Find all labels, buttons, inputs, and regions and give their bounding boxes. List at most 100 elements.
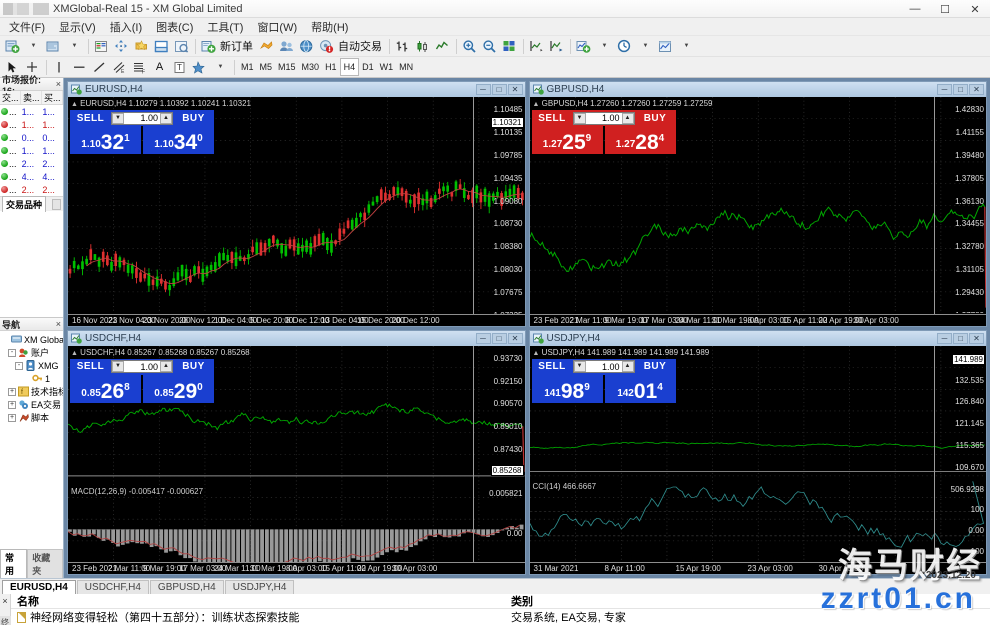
shapes-dropdown-icon[interactable]: ▼ — [217, 64, 224, 70]
templates-icon[interactable] — [656, 37, 675, 56]
minimize-button[interactable]: — — [909, 3, 921, 15]
menu-item-help[interactable]: 帮助(H) — [311, 21, 349, 34]
equidistant-channel-icon[interactable]: E — [110, 58, 129, 77]
collapse-icon[interactable]: ▲ — [532, 349, 540, 357]
tab-symbols[interactable]: 交易品种 — [2, 196, 47, 212]
navigator-item-0[interactable]: XM Global — [1, 333, 63, 346]
market-watch-close-icon[interactable]: × — [55, 79, 61, 89]
periods-icon[interactable] — [615, 37, 634, 56]
chart-title-bar[interactable]: GBPUSD,H4 ─ □ ✕ — [529, 82, 986, 97]
navigator-item-2[interactable]: - XMG — [1, 359, 63, 372]
buy-label[interactable]: BUY — [643, 112, 667, 124]
timeframe-h1[interactable]: H1 — [325, 62, 337, 72]
chart-minimize-button[interactable]: ─ — [475, 84, 491, 95]
new-order-label[interactable]: 新订单 — [220, 41, 253, 53]
terminal-close-icon[interactable]: × — [2, 596, 8, 606]
time-axis[interactable]: 31 Mar 2021 8 Apr 11:00 15 Apr 19:00 23 Apr… — [529, 562, 986, 574]
sell-price-button[interactable]: 0.85 26 8 — [70, 374, 141, 403]
new-order-icon[interactable] — [199, 37, 218, 56]
profiles-icon[interactable] — [44, 37, 63, 56]
market-watch-row[interactable]: ... 1... 1... — [0, 118, 63, 131]
chart-tab-usdchf[interactable]: USDCHF,H4 — [76, 580, 149, 594]
chart-tab-gbpusd[interactable]: GBPUSD,H4 — [149, 580, 224, 594]
chart-window-gbpusd[interactable]: GBPUSD,H4 ─ □ ✕ ▲ GBPUSD,H4 1.27260 1.27260 … — [528, 81, 987, 327]
chart-tab-usdjpy[interactable]: USDJPY,H4 — [224, 580, 295, 594]
signals-icon[interactable] — [297, 37, 316, 56]
mql5-community-icon[interactable] — [277, 37, 296, 56]
collapse-icon[interactable]: ▲ — [532, 101, 540, 108]
chart-title-bar[interactable]: EURUSD,H4 ─ □ ✕ — [68, 82, 525, 97]
volume-decrement-icon[interactable]: ▼ — [112, 361, 124, 372]
menu-item-window[interactable]: 窗口(W) — [257, 21, 298, 34]
market-watch-row[interactable]: ... 2... 2... — [0, 157, 63, 170]
buy-label[interactable]: BUY — [182, 112, 205, 124]
chart-window-eurusd[interactable]: EURUSD,H4 ─ □ ✕ ▲ EURUSD,H4 1.10279 1.10392 … — [67, 81, 526, 327]
tab-favorites[interactable]: 收藏夹 — [27, 549, 63, 578]
price-axis[interactable]: 0.937300.921500.905700.890100.874300.858… — [472, 345, 525, 562]
column-symbol[interactable]: 交... — [0, 91, 21, 104]
timeframe-m5[interactable]: M5 — [259, 62, 273, 72]
chart-tab-eurusd[interactable]: EURUSD,H4 — [2, 580, 76, 594]
column-bid[interactable]: 卖... — [21, 91, 42, 104]
chart-close-button[interactable]: ✕ — [969, 84, 984, 95]
one-click-trading-panel[interactable]: SELL ▼ 1.00 ▲ BUY 141 98 9 142 01 4 — [531, 358, 676, 403]
buy-price-button[interactable]: 0.85 29 0 — [143, 374, 214, 403]
chart-canvas[interactable]: ▲ GBPUSD,H4 1.27260 1.27260 1.27259 1.27… — [529, 97, 986, 314]
tile-windows-icon[interactable] — [500, 37, 519, 56]
volume-increment-icon[interactable]: ▲ — [160, 112, 172, 124]
column-category[interactable]: 类别 — [511, 596, 533, 608]
column-name[interactable]: 名称 — [17, 596, 39, 608]
volume-decrement-icon[interactable]: ▼ — [573, 361, 586, 372]
shapes-icon[interactable] — [190, 58, 209, 77]
chart-maximize-button[interactable]: □ — [491, 84, 507, 95]
buy-label[interactable]: BUY — [182, 361, 205, 372]
new-chart-icon[interactable] — [3, 37, 22, 56]
buy-price-button[interactable]: 1.10 34 0 — [143, 126, 214, 154]
terminal-article-row[interactable]: 神经网络变得轻松（第四十五部分）：训练状态探索技能 交易系统, EA交易, 专家 — [11, 609, 990, 625]
metaeditor-icon[interactable] — [257, 37, 276, 56]
menu-item-view[interactable]: 显示(V) — [59, 21, 96, 34]
cursor-icon[interactable] — [3, 58, 22, 77]
chart-minimize-button[interactable]: ─ — [475, 332, 491, 344]
time-axis[interactable]: 23 Feb 2021 2 Mar 11:00 9 Mar 19:00 17 Mar … — [68, 562, 525, 574]
trendline-icon[interactable] — [90, 58, 109, 77]
volume-decrement-icon[interactable]: ▼ — [112, 112, 124, 124]
collapse-icon[interactable]: ▲ — [71, 349, 78, 357]
tree-expander-icon[interactable]: + — [8, 387, 16, 396]
chart-minimize-button[interactable]: ─ — [937, 84, 952, 95]
sell-label[interactable]: SELL — [76, 361, 105, 372]
chart-canvas[interactable]: ▲ EURUSD,H4 1.10279 1.10392 1.10241 1.10… — [68, 97, 525, 314]
timeframe-d1[interactable]: D1 — [362, 62, 374, 72]
text-label-icon[interactable]: T — [170, 58, 189, 77]
profiles-dropdown-icon[interactable]: ▼ — [71, 43, 78, 49]
chart-maximize-button[interactable]: □ — [491, 332, 507, 344]
market-watch-grip[interactable] — [52, 198, 61, 210]
horizontal-line-icon[interactable] — [70, 58, 89, 77]
navigator-item-6[interactable]: + 脚本 — [1, 411, 63, 424]
sell-price-button[interactable]: 1.27 25 9 — [531, 126, 603, 154]
column-ask[interactable]: 买... — [42, 91, 63, 104]
price-axis[interactable]: 1.10485 1.10135 1.09785 1.09435 1.09080 1.087… — [472, 97, 525, 314]
tree-expander-icon[interactable]: - — [15, 361, 23, 370]
buy-price-button[interactable]: 1.27 28 4 — [604, 126, 676, 154]
fibonacci-icon[interactable]: F — [130, 58, 149, 77]
autotrading-icon[interactable] — [317, 37, 336, 56]
navigator-item-3[interactable]: 1 — [1, 372, 63, 385]
templates-dropdown-icon[interactable]: ▼ — [683, 43, 690, 49]
chart-maximize-button[interactable]: □ — [953, 84, 968, 95]
auto-scroll-icon[interactable] — [547, 37, 566, 56]
sell-price-button[interactable]: 1.10 32 1 — [70, 126, 141, 154]
timeframe-w1[interactable]: W1 — [379, 62, 394, 72]
chart-shift-icon[interactable] — [527, 37, 546, 56]
volume-increment-icon[interactable]: ▲ — [621, 112, 634, 124]
market-watch-row[interactable]: ... 1... 1... — [0, 144, 63, 157]
market-watch-row[interactable]: ... 0... 0... — [0, 131, 63, 144]
indicators-dropdown-icon[interactable]: ▼ — [601, 43, 608, 49]
candlestick-icon[interactable] — [413, 37, 432, 56]
volume-input[interactable]: ▼ 1.00 ▲ — [572, 111, 635, 125]
autotrading-label[interactable]: 自动交易 — [338, 41, 382, 53]
volume-input[interactable]: ▼ 1.00 ▲ — [111, 111, 173, 125]
strategy-tester-icon[interactable] — [172, 37, 191, 56]
market-watch-icon[interactable] — [92, 37, 111, 56]
chart-close-button[interactable]: ✕ — [507, 332, 523, 344]
